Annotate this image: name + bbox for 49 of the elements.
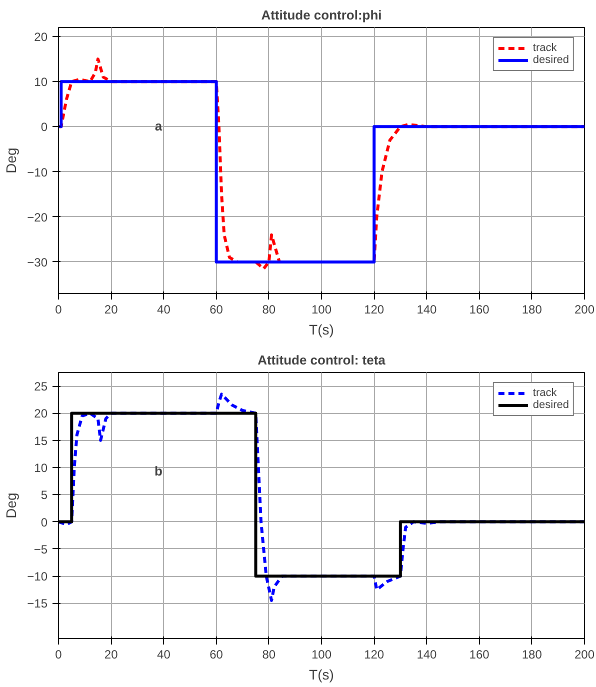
x-tick-label: 0 (55, 302, 62, 316)
y-tick-label: 0 (40, 120, 48, 134)
x-tick-label: 100 (311, 302, 332, 316)
x-tick-label: 20 (104, 648, 118, 662)
y-tick-label: −10 (27, 165, 48, 180)
y-axis-title: Deg (3, 492, 20, 518)
chart-title: Attitude control: teta (258, 352, 386, 368)
annotation: a (154, 118, 163, 134)
y-tick-label: 25 (34, 380, 48, 394)
x-tick-label: 140 (416, 302, 438, 316)
y-tick-label: −20 (27, 210, 48, 224)
x-tick-label: 20 (104, 302, 118, 316)
x-tick-label: 120 (364, 302, 384, 316)
x-tick-label: 120 (364, 648, 384, 662)
x-tick-label: 40 (157, 648, 171, 662)
y-axis-title: Deg (3, 148, 20, 174)
y-tick-label: 0 (40, 515, 48, 530)
x-tick-label: 160 (469, 648, 490, 662)
y-tick-label: 15 (34, 434, 48, 448)
legend-label: track (532, 387, 557, 399)
y-tick-label: −10 (27, 570, 48, 584)
chart-title: Attitude control:phi (261, 8, 382, 22)
x-tick-label: 60 (210, 302, 224, 316)
x-tick-label: 180 (522, 648, 542, 662)
x-tick-label: 80 (262, 648, 276, 662)
x-tick-label: 0 (55, 648, 62, 662)
x-tick-label: 60 (210, 648, 224, 662)
legend-label: track (532, 42, 557, 54)
x-tick-label: 200 (574, 302, 595, 316)
x-tick-label: 80 (262, 302, 276, 316)
x-tick-label: 140 (416, 648, 438, 662)
x-tick-label: 180 (522, 302, 542, 316)
x-axis-title: T(s) (309, 322, 334, 338)
annotation: b (154, 463, 162, 478)
y-tick-label: −15 (27, 596, 48, 611)
x-tick-label: 160 (469, 302, 490, 316)
x-tick-label: 40 (157, 302, 171, 316)
y-tick-label: 20 (34, 406, 48, 421)
y-tick-label: 10 (34, 461, 48, 475)
x-axis-title: T(s) (309, 666, 334, 682)
x-tick-label: 200 (574, 648, 595, 662)
x-tick-label: 100 (311, 648, 332, 662)
y-tick-label: 5 (40, 488, 48, 502)
legend-label: desired (532, 399, 569, 411)
y-tick-label: 10 (34, 75, 48, 90)
y-tick-label: 20 (34, 30, 48, 44)
legend-label: desired (532, 54, 569, 66)
y-tick-label: −5 (34, 542, 48, 556)
y-tick-label: −30 (27, 255, 48, 270)
